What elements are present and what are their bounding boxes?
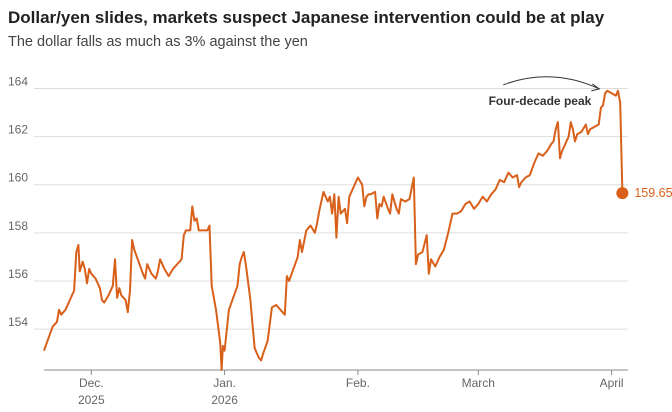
y-tick-label: 160 xyxy=(8,171,28,185)
y-tick-label: 164 xyxy=(8,74,28,88)
x-tick-label: Jan. xyxy=(213,376,236,390)
x-tick-label: Dec. xyxy=(79,376,104,390)
series-line xyxy=(43,89,624,371)
annotation-arrow xyxy=(503,76,600,90)
x-tick-year: 2025 xyxy=(78,393,105,407)
last-value-label: 159.65 xyxy=(634,186,672,200)
y-tick-label: 154 xyxy=(8,315,28,329)
annotation-label: Four-decade peak xyxy=(489,94,592,108)
last-value-point xyxy=(616,187,629,200)
grid-lines xyxy=(34,87,628,330)
y-axis-ticks: 154 156 158 160 162 164 xyxy=(8,74,28,329)
chart-title: Dollar/yen slides, markets suspect Japan… xyxy=(8,8,605,27)
y-tick-label: 156 xyxy=(8,267,28,281)
chart-subtitle: The dollar falls as much as 3% against t… xyxy=(8,34,308,50)
x-tick-year: 2026 xyxy=(211,393,238,407)
x-tick-label: March xyxy=(462,376,495,390)
x-axis-ticks: Dec.2025Jan.2026Feb.MarchAprilMayJuneJul… xyxy=(78,370,624,407)
x-tick-label: April xyxy=(600,376,624,390)
annotation-arrowhead xyxy=(591,83,601,92)
y-tick-label: 162 xyxy=(8,123,28,137)
y-tick-label: 158 xyxy=(8,219,28,233)
x-tick-label: Feb. xyxy=(346,376,370,390)
